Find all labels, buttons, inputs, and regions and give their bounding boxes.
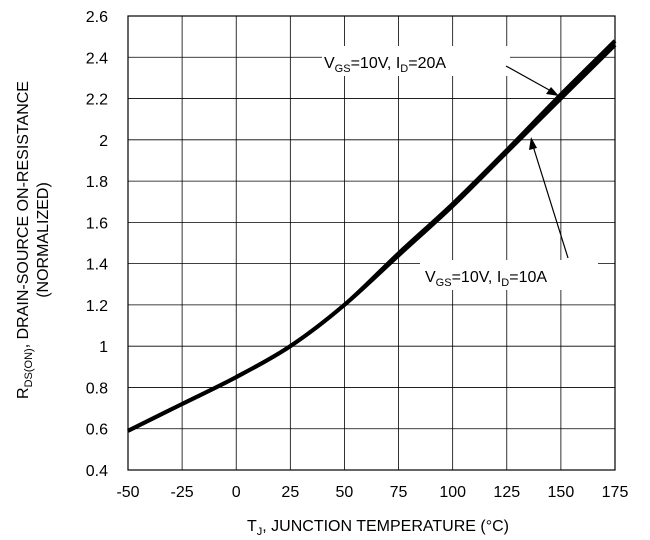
x-axis-title: TJ, JUNCTION TEMPERATURE (°C) <box>247 518 509 538</box>
y-tick-label: 0.8 <box>86 380 108 397</box>
y-tick-label: 2.6 <box>86 9 108 26</box>
annotation-10a-background <box>420 260 598 290</box>
x-tick-label: 25 <box>281 484 299 501</box>
y-tick-label: 0.6 <box>86 422 108 439</box>
y-tick-label: 2.2 <box>86 92 108 109</box>
annotation-20a-leader <box>505 65 552 92</box>
y-axis-title-sub: DS(ON) <box>23 348 35 387</box>
x-axis-title-sub: J <box>257 526 263 538</box>
x-tick-label: 50 <box>336 484 354 501</box>
x-tick-label: 125 <box>493 484 520 501</box>
x-tick-label: 75 <box>390 484 408 501</box>
x-tick-labels: -50 -25 0 25 50 75 100 125 150 175 <box>116 484 628 501</box>
y-tick-label: 1.6 <box>86 215 108 232</box>
plot-frame <box>127 15 616 471</box>
y-tick-label: 0.4 <box>86 463 108 480</box>
annotation-20a-arrowhead <box>546 87 559 96</box>
x-tick-label: 175 <box>602 484 629 501</box>
plot-lines <box>127 39 617 433</box>
series-line-10a <box>127 43 617 433</box>
y-axis-title-line2: (NORMALIZED) <box>35 182 52 298</box>
annotation-10a-text: VGS=10V, ID=10A <box>425 269 547 289</box>
annotation-10a-leader <box>532 145 569 259</box>
x-tick-label: 0 <box>232 484 241 501</box>
x-tick-label: 150 <box>548 484 575 501</box>
annotation-20a-background <box>322 46 510 76</box>
y-tick-label: 2.4 <box>86 50 108 67</box>
annotation-10a-arrowhead <box>529 137 537 150</box>
y-tick-label: 1 <box>99 339 108 356</box>
y-tick-label: 1.2 <box>86 298 108 315</box>
y-tick-label: 2 <box>99 133 108 150</box>
x-axis-title-rest: , JUNCTION TEMPERATURE (°C) <box>262 518 509 535</box>
y-axis-title-rest: , DRAIN-SOURCE ON-RESISTANCE <box>15 81 32 348</box>
y-tick-labels: 0.4 0.6 0.8 1 1.2 1.4 1.6 1.8 2 2.2 2.4 2.6 <box>86 9 108 480</box>
y-axis-title-main: R <box>15 387 32 399</box>
x-axis-title-main: T <box>247 518 257 535</box>
y-axis-title-line1: RDS(ON), DRAIN-SOURCE ON-RESISTANCE <box>15 81 35 399</box>
y-tick-label: 1.4 <box>86 257 108 274</box>
series-line-20a <box>127 39 617 433</box>
annotation-20a: VGS=10V, ID=20A <box>322 46 559 96</box>
annotation-20a-text: VGS=10V, ID=20A <box>324 55 446 75</box>
y-axis-title: RDS(ON), DRAIN-SOURCE ON-RESISTANCE (NOR… <box>15 81 52 399</box>
x-tick-label: -25 <box>171 484 194 501</box>
x-tick-label: -50 <box>116 484 139 501</box>
grid-lines <box>127 15 616 471</box>
annotation-10a: VGS=10V, ID=10A <box>420 137 598 290</box>
y-tick-label: 1.8 <box>86 174 108 191</box>
x-tick-label: 100 <box>439 484 466 501</box>
